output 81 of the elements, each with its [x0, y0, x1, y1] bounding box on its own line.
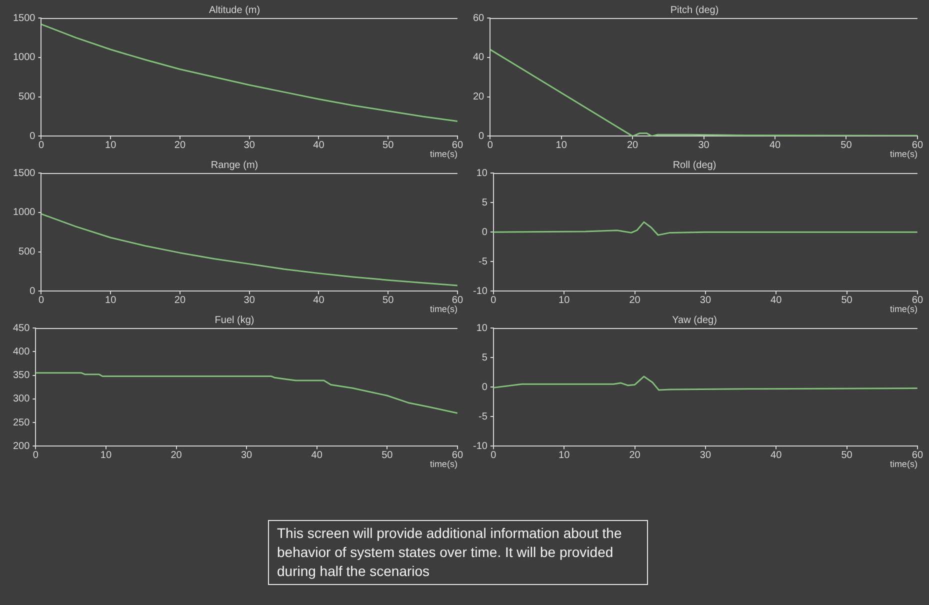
x-axis-title: time(s) [430, 459, 458, 470]
x-axis-title: time(s) [890, 304, 918, 314]
x-tick-label: 20 [174, 140, 186, 151]
x-tick-label: 10 [556, 140, 568, 151]
x-tick-label: 60 [912, 294, 924, 306]
x-tick-label: 30 [700, 294, 712, 306]
x-axis-title: time(s) [430, 149, 458, 160]
chart-title: Altitude (m) [208, 4, 260, 16]
y-tick-label: 1500 [12, 168, 36, 179]
x-tick-label: 40 [770, 450, 782, 461]
x-tick-label: 30 [244, 140, 256, 151]
y-tick-label: 40 [473, 52, 485, 64]
x-tick-label: 10 [558, 294, 570, 306]
y-tick-label: 5 [482, 352, 488, 364]
y-tick-label: 5 [482, 197, 488, 208]
x-axis-title: time(s) [890, 459, 918, 470]
y-tick-label: -5 [478, 256, 488, 268]
x-tick-label: 50 [382, 450, 394, 461]
y-tick-label: 0 [30, 286, 36, 297]
y-tick-label: 500 [18, 246, 36, 258]
y-tick-label: 350 [12, 370, 30, 382]
y-tick-label: 250 [12, 417, 30, 428]
y-tick-label: 0 [478, 130, 485, 142]
y-tick-label: 200 [12, 440, 30, 452]
x-axis-title: time(s) [890, 149, 918, 160]
y-tick-label: -10 [473, 286, 488, 297]
y-tick-label: -5 [478, 411, 488, 422]
x-tick-label: 10 [105, 294, 117, 306]
x-tick-label: 50 [841, 450, 853, 461]
x-tick-label: 50 [382, 140, 394, 151]
x-tick-label: 30 [241, 450, 253, 461]
chart-title: Roll (deg) [672, 160, 716, 171]
x-tick-label: 50 [841, 294, 853, 306]
chart-title: Yaw (deg) [672, 314, 717, 326]
y-tick-label: 500 [18, 92, 36, 103]
y-tick-label: 20 [473, 92, 485, 103]
chart-title: Range (m) [210, 160, 258, 171]
x-tick-label: 40 [770, 294, 782, 306]
x-tick-label: 30 [244, 294, 256, 306]
y-tick-label: 300 [12, 394, 30, 405]
y-tick-label: 10 [476, 322, 488, 334]
y-tick-label: 450 [12, 322, 30, 334]
x-tick-label: 40 [769, 140, 781, 151]
x-tick-label: 40 [311, 450, 323, 461]
x-tick-label: 0 [490, 294, 497, 306]
x-tick-label: 10 [105, 140, 117, 151]
x-tick-label: 60 [452, 294, 464, 306]
x-tick-label: 20 [629, 294, 641, 306]
x-tick-label: 20 [170, 450, 182, 461]
x-tick-label: 50 [382, 294, 394, 306]
x-tick-label: 10 [100, 450, 112, 461]
y-tick-label: 1500 [12, 12, 36, 24]
x-tick-label: 20 [627, 140, 639, 151]
y-tick-label: -10 [473, 440, 488, 452]
y-tick-label: 0 [482, 382, 488, 393]
x-tick-label: 0 [38, 294, 44, 306]
x-tick-label: 50 [840, 140, 852, 151]
x-tick-label: 30 [698, 140, 710, 151]
y-tick-label: 400 [12, 346, 30, 358]
x-tick-label: 60 [912, 450, 924, 461]
x-tick-label: 60 [912, 140, 924, 151]
y-tick-label: 1000 [12, 52, 36, 64]
x-tick-label: 20 [629, 450, 641, 461]
text: This screen will provide additional information about the behavior of system states over time. It will be provided during half the scenarios [277, 524, 623, 581]
y-tick-label: 0 [482, 226, 488, 238]
x-tick-label: 10 [558, 450, 570, 461]
x-tick-label: 60 [452, 450, 464, 461]
x-tick-label: 0 [490, 450, 497, 461]
x-tick-label: 40 [313, 140, 325, 151]
x-axis-title: time(s) [430, 304, 458, 314]
x-tick-label: 20 [174, 294, 186, 306]
x-tick-label: 60 [452, 140, 464, 151]
y-tick-label: 60 [473, 12, 485, 24]
y-tick-label: 10 [476, 168, 488, 179]
y-tick-label: 0 [30, 130, 36, 142]
x-tick-label: 30 [700, 450, 712, 461]
x-tick-label: 40 [313, 294, 325, 306]
chart-title: Pitch (deg) [670, 4, 719, 16]
chart-title: Fuel (kg) [214, 314, 254, 326]
y-tick-label: 1000 [12, 207, 36, 218]
x-tick-label: 0 [38, 140, 44, 151]
